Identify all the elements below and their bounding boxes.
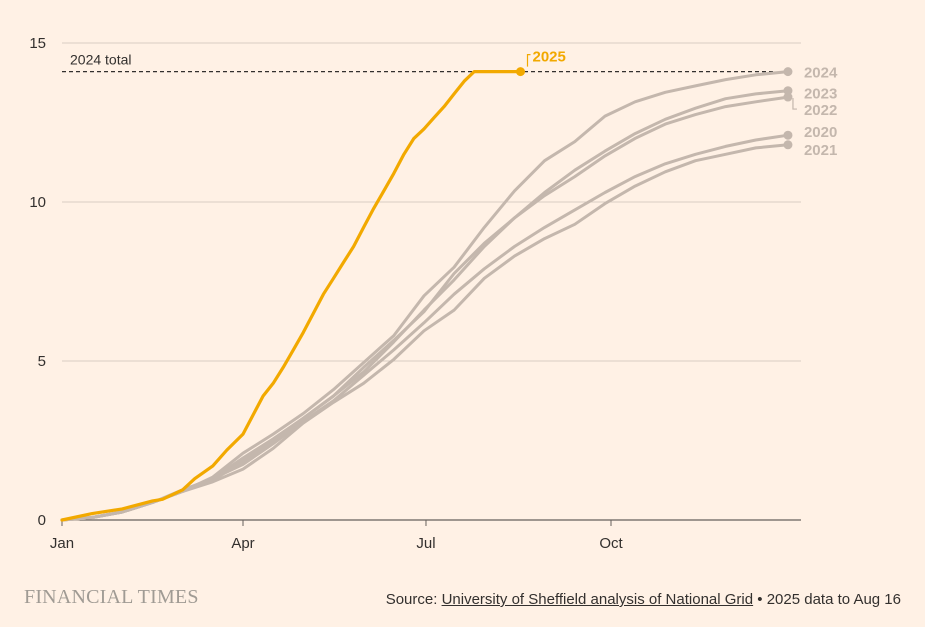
series-line-2024	[60, 70, 790, 522]
series-line-2025	[60, 69, 523, 522]
series-label-2020: 2020	[804, 124, 837, 141]
series-label-2022: 2022	[804, 102, 837, 119]
series-end-dot-2021	[783, 140, 793, 150]
series-line-2020	[60, 133, 790, 522]
source-suffix: • 2025 data to Aug 16	[753, 591, 901, 608]
series-label-2021: 2021	[804, 142, 837, 159]
reference-line-label: 2024 total	[70, 52, 132, 68]
series-end-dot-2022	[783, 92, 793, 102]
x-tick-label: Jul	[416, 535, 435, 552]
series-end-dot-2020	[783, 130, 793, 140]
series-end-dot-2024	[783, 67, 793, 77]
x-tick-label: Jan	[50, 535, 74, 552]
series-end-dot-2023	[783, 86, 793, 96]
series-line-2023	[60, 89, 790, 522]
y-tick-label: 0	[38, 512, 46, 529]
series-lines	[60, 67, 793, 522]
ft-logo: FINANCIAL TIMES	[24, 586, 199, 608]
reference-line-group: 2024 total	[62, 52, 776, 73]
y-tick-label: 15	[29, 35, 46, 52]
series-label-2024: 2024	[804, 65, 838, 82]
axis-tick-labels: 0 5 10 15 Jan Apr Jul Oct	[29, 35, 623, 552]
source-link[interactable]: University of Sheffield analysis of Nati…	[441, 591, 754, 608]
series-label-2025: 2025	[532, 49, 565, 66]
footer: FINANCIAL TIMES Source: University of Sh…	[0, 586, 925, 616]
y-tick-label: 10	[29, 194, 46, 211]
series-label-2023: 2023	[804, 86, 837, 103]
x-tick-label: Oct	[599, 535, 623, 552]
source-prefix: Source:	[385, 591, 442, 608]
series-line-2021	[60, 143, 790, 522]
series-leader-2025	[526, 54, 531, 67]
grid-lines	[61, 42, 801, 526]
y-tick-label: 5	[38, 353, 46, 370]
series-leader-2022	[792, 98, 797, 110]
series-end-dot-2025	[515, 67, 525, 77]
x-tick-label: Apr	[231, 535, 254, 552]
source-note: Source: University of Sheffield analysis…	[386, 591, 901, 608]
